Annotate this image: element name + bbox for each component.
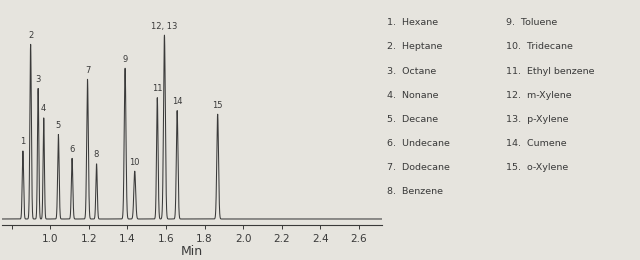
Text: 13.  p-Xylene: 13. p-Xylene	[506, 115, 568, 124]
Text: 4: 4	[41, 104, 46, 113]
Text: 8.  Benzene: 8. Benzene	[387, 187, 443, 197]
Text: 2.  Heptane: 2. Heptane	[387, 42, 443, 51]
Text: 4.  Nonane: 4. Nonane	[387, 91, 438, 100]
Text: 14.  Cumene: 14. Cumene	[506, 139, 566, 148]
Text: 3.  Octane: 3. Octane	[387, 67, 436, 76]
Text: 3: 3	[35, 75, 41, 84]
Text: 11: 11	[152, 84, 163, 93]
Text: 10.  Tridecane: 10. Tridecane	[506, 42, 572, 51]
Text: 12.  m-Xylene: 12. m-Xylene	[506, 91, 572, 100]
Text: 14: 14	[172, 97, 182, 106]
Text: 5: 5	[56, 121, 61, 130]
Text: 11.  Ethyl benzene: 11. Ethyl benzene	[506, 67, 594, 76]
Text: 15.  o-Xylene: 15. o-Xylene	[506, 163, 568, 172]
Text: 10: 10	[129, 158, 140, 167]
Text: 7.  Dodecane: 7. Dodecane	[387, 163, 450, 172]
Text: 6.  Undecane: 6. Undecane	[387, 139, 450, 148]
Text: 12, 13: 12, 13	[151, 22, 178, 31]
Text: 6: 6	[69, 145, 75, 154]
Text: 2: 2	[28, 31, 33, 40]
Text: 9.  Toluene: 9. Toluene	[506, 18, 557, 27]
Text: 8: 8	[94, 150, 99, 159]
Text: 5.  Decane: 5. Decane	[387, 115, 438, 124]
Text: 1.  Hexane: 1. Hexane	[387, 18, 438, 27]
Text: 7: 7	[85, 66, 90, 75]
X-axis label: Min: Min	[181, 245, 203, 258]
Text: 9: 9	[122, 55, 128, 64]
Text: 1: 1	[20, 137, 26, 146]
Text: 15: 15	[212, 101, 223, 110]
